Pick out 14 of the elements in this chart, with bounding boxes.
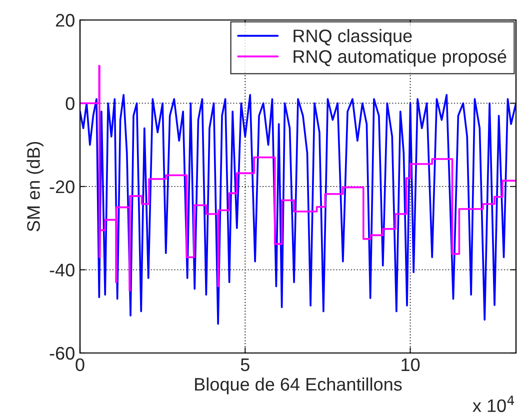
line-series: [80, 94, 516, 325]
y-tick-label: -40: [50, 264, 74, 276]
y-tick-label: -20: [50, 180, 74, 194]
y-tick-label: 20: [56, 14, 74, 27]
y-axis-title: SM en (dB): [26, 142, 44, 232]
x-tick-label: 0: [76, 358, 84, 372]
x-axis-title: Bloque de 64 Echantillons: [195, 377, 402, 394]
text: x 10$^{4}$: [472, 396, 514, 412]
y-tick-label: 0: [66, 97, 74, 110]
legend-label: RNQ automatique proposé: [294, 49, 506, 67]
y-tick-label: -60: [50, 346, 74, 360]
legend-label: RNQ classique: [294, 29, 412, 46]
x-tick-label: 5: [240, 358, 250, 372]
x-tick-label: 10: [402, 358, 420, 372]
